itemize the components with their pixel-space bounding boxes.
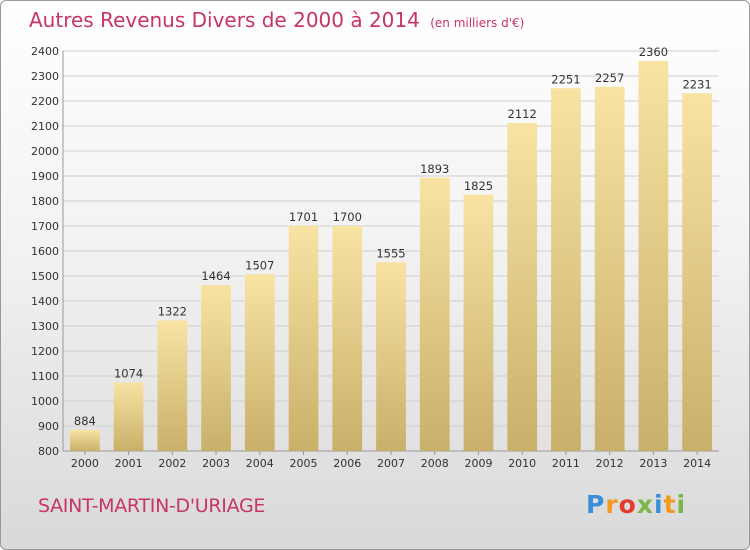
brand-logo-letter: t <box>663 490 677 519</box>
y-tick-label: 1900 <box>31 170 59 183</box>
bar <box>157 320 188 451</box>
chart-title: Autres Revenus Divers de 2000 à 2014 (en… <box>29 8 524 32</box>
x-tick-label: 2010 <box>508 457 536 470</box>
bar <box>594 86 625 451</box>
bar <box>69 430 100 451</box>
y-tick-label: 1000 <box>31 395 59 408</box>
x-tick-label: 2009 <box>464 457 492 470</box>
bar-value-label: 1700 <box>333 210 362 224</box>
brand-logo-letter: i <box>654 490 664 519</box>
bar <box>332 226 363 451</box>
x-tick-label: 2002 <box>158 457 186 470</box>
bar-value-label: 1074 <box>114 367 143 381</box>
x-tick-label: 2000 <box>71 457 99 470</box>
y-tick-label: 2000 <box>31 145 59 158</box>
bar-value-label: 1825 <box>464 179 493 193</box>
bar <box>376 262 406 451</box>
x-tick-label: 2007 <box>377 457 405 470</box>
bar <box>638 61 669 451</box>
x-tick-label: 2014 <box>683 457 711 470</box>
bar <box>682 93 713 451</box>
chart-title-text: Autres Revenus Divers de 2000 à 2014 <box>29 8 420 32</box>
bar-value-label: 2360 <box>639 45 668 59</box>
bar-value-label: 2112 <box>508 107 537 121</box>
y-tick-label: 2200 <box>31 95 59 108</box>
x-tick-label: 2013 <box>639 457 667 470</box>
bar-value-label: 2231 <box>682 77 711 91</box>
bar <box>463 194 494 451</box>
bar-value-label: 1555 <box>376 246 405 260</box>
location-label: SAINT-MARTIN-D'URIAGE <box>38 495 266 517</box>
chart-subtitle: (en milliers d'€) <box>430 16 525 30</box>
bar-value-label: 1507 <box>245 258 274 272</box>
bar-value-label: 2257 <box>595 71 624 85</box>
bar <box>507 123 538 451</box>
brand-logo-letter: x <box>636 490 654 519</box>
brand-logo-letter: o <box>618 490 637 519</box>
bar <box>201 285 231 451</box>
brand-logo-letter: i <box>676 490 687 519</box>
bar <box>113 382 144 451</box>
x-tick-label: 2001 <box>115 457 143 470</box>
y-tick-label: 900 <box>38 420 59 433</box>
x-tick-label: 2005 <box>290 457 318 470</box>
y-tick-label: 2300 <box>31 70 59 83</box>
bar <box>288 225 319 451</box>
y-tick-label: 1100 <box>31 370 59 383</box>
y-tick-label: 1800 <box>31 195 59 208</box>
x-tick-label: 2004 <box>246 457 274 470</box>
brand-logo-letter: r <box>605 490 619 519</box>
y-tick-label: 1500 <box>31 270 59 283</box>
x-tick-label: 2012 <box>596 457 624 470</box>
x-tick-label: 2003 <box>202 457 230 470</box>
y-tick-label: 1200 <box>31 345 59 358</box>
bar-value-label: 1464 <box>201 269 230 283</box>
y-tick-label: 1300 <box>31 320 59 333</box>
bar <box>244 274 275 451</box>
x-tick-label: 2006 <box>333 457 361 470</box>
y-tick-label: 1700 <box>31 220 59 233</box>
y-tick-label: 2400 <box>31 45 59 58</box>
bar <box>551 88 581 451</box>
bar-value-label: 2251 <box>551 72 580 86</box>
x-tick-label: 2008 <box>421 457 449 470</box>
bar <box>419 177 450 451</box>
bar-value-label: 884 <box>74 414 96 428</box>
x-tick-label: 2011 <box>552 457 580 470</box>
y-tick-label: 2100 <box>31 120 59 133</box>
bar-value-label: 1701 <box>289 210 318 224</box>
bar-value-label: 1322 <box>158 305 187 319</box>
brand-logo-letter: P <box>586 490 606 519</box>
bar-value-label: 1893 <box>420 162 449 176</box>
brand-logo: Proxiti <box>586 490 686 519</box>
y-tick-label: 1400 <box>31 295 59 308</box>
y-tick-label: 800 <box>38 445 59 458</box>
y-tick-label: 1600 <box>31 245 59 258</box>
